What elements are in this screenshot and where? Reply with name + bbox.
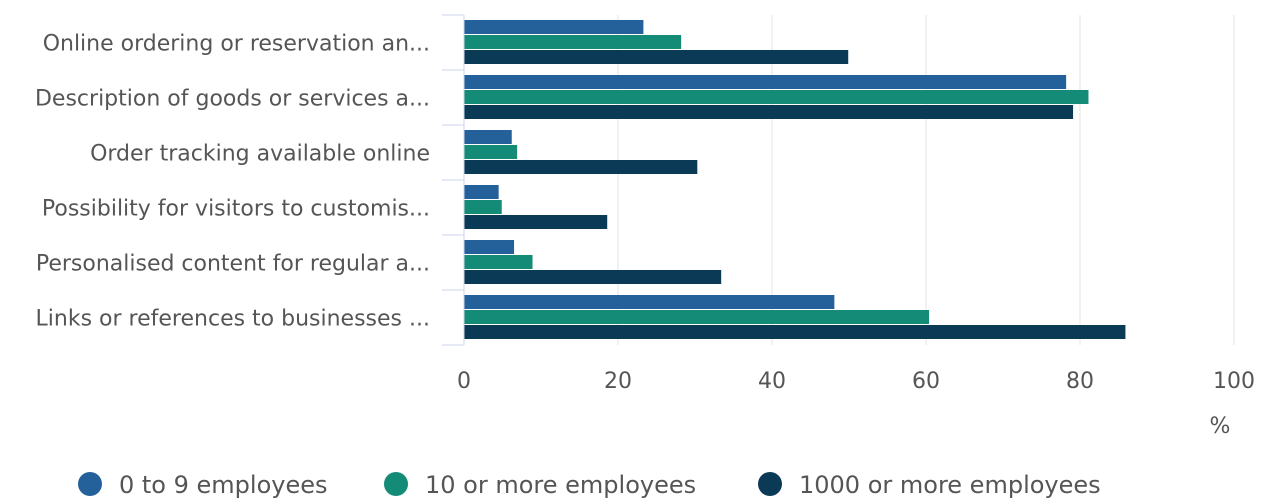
legend-label: 0 to 9 employees [119, 471, 328, 499]
legend-label: 1000 or more employees [799, 471, 1101, 499]
category-label: Possibility for visitors to customis... [42, 197, 430, 222]
bar[interactable] [464, 240, 515, 254]
category-labels: Online ordering or reservation an... Desc… [35, 32, 430, 332]
bar[interactable] [464, 160, 698, 174]
category-label: Online ordering or reservation an... [43, 32, 430, 57]
x-tick-label: 0 [457, 369, 471, 394]
grid-lines [617, 15, 1235, 345]
legend-marker [384, 472, 408, 496]
bar[interactable] [464, 185, 499, 199]
y-axis [442, 14, 465, 346]
bar[interactable] [464, 270, 722, 284]
x-tick-label: 100 [1213, 369, 1255, 394]
legend-marker [758, 472, 782, 496]
x-axis-ticks: 0 20 40 60 80 100 [457, 369, 1255, 394]
legend-item[interactable]: 0 to 9 employees [78, 471, 328, 499]
bar[interactable] [464, 295, 835, 309]
legend-item[interactable]: 1000 or more employees [758, 471, 1101, 499]
category-label: Description of goods or services a... [35, 87, 430, 112]
category-label: Order tracking available online [90, 142, 430, 167]
bar[interactable] [464, 20, 644, 34]
x-tick-label: 20 [604, 369, 632, 394]
legend-label: 10 or more employees [425, 471, 696, 499]
category-label: Personalised content for regular a... [36, 252, 430, 277]
bar[interactable] [464, 75, 1067, 89]
bar[interactable] [464, 255, 533, 269]
bar[interactable] [464, 310, 930, 324]
bar[interactable] [464, 200, 502, 214]
bar[interactable] [464, 215, 608, 229]
legend-marker [78, 472, 102, 496]
category-label: Links or references to businesses ... [36, 307, 430, 332]
bars [464, 20, 1126, 339]
legend[interactable]: 0 to 9 employees 10 or more employees 1000… [78, 471, 1101, 499]
x-tick-label: 60 [912, 369, 940, 394]
bar[interactable] [464, 145, 518, 159]
bar[interactable] [464, 90, 1089, 104]
x-axis-unit: % [1210, 414, 1231, 439]
bar[interactable] [464, 105, 1074, 119]
bar[interactable] [464, 130, 512, 144]
bar[interactable] [464, 50, 849, 64]
bar[interactable] [464, 35, 682, 49]
x-tick-label: 80 [1066, 369, 1094, 394]
x-tick-label: 40 [758, 369, 786, 394]
legend-item[interactable]: 10 or more employees [384, 471, 696, 499]
bar[interactable] [464, 325, 1126, 339]
